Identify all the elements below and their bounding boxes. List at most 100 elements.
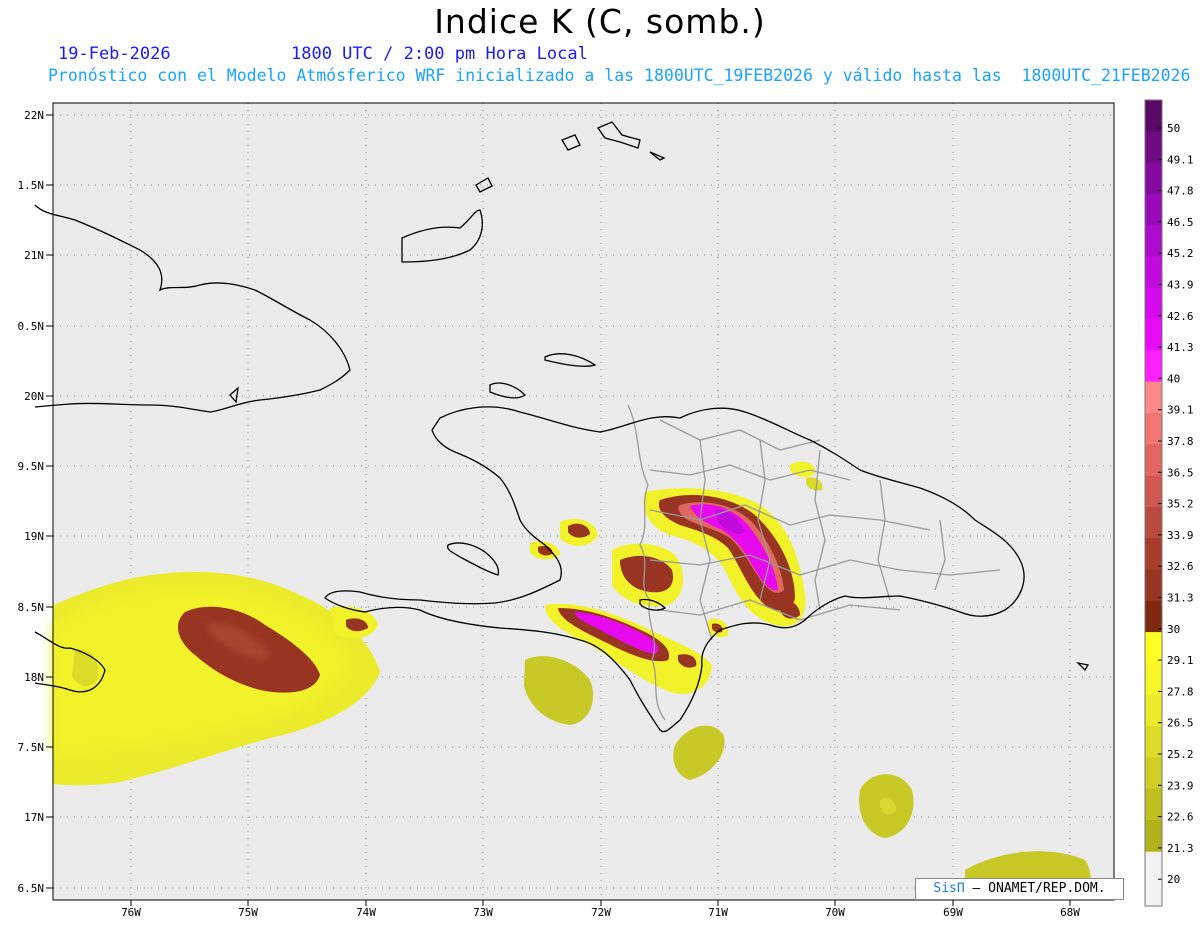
- offshore-blob-1: [524, 656, 594, 725]
- lat-tick-label: 18N: [24, 671, 44, 684]
- colorbar-swatch: [1145, 506, 1162, 539]
- lon-tick-label: 68W: [1060, 906, 1080, 919]
- colorbar-swatch: [1145, 287, 1162, 320]
- dr-core: [658, 495, 795, 611]
- lat-tick-label: 7.5N: [18, 741, 45, 754]
- tiburon-core: [346, 618, 368, 632]
- credit-brand: SisΠ: [933, 881, 965, 896]
- colorbar-label: 31.3: [1167, 592, 1194, 605]
- colorbar-label: 42.6: [1167, 310, 1194, 323]
- map-area: [53, 103, 1114, 900]
- date-label: 19-Feb-2026: [58, 44, 171, 64]
- lat-tick-label: 22N: [24, 109, 44, 122]
- colorbar-swatch: [1145, 444, 1162, 477]
- colorbar-label: 49.1: [1167, 153, 1194, 166]
- lon-tick-label: 75W: [238, 906, 258, 919]
- lat-tick-label: 6.5N: [18, 882, 45, 895]
- colorbar-label: 23.9: [1167, 779, 1194, 792]
- colorbar-label: 43.9: [1167, 279, 1194, 292]
- colorbar-swatch: [1145, 475, 1162, 508]
- colorbar-swatch: [1145, 131, 1162, 164]
- west-blob-mid: [53, 589, 350, 752]
- hispaniola-coast: [324, 406, 1025, 733]
- dr-peak: [690, 504, 778, 591]
- colorbar-label: 35.2: [1167, 498, 1194, 511]
- colorbar-label: 21.3: [1167, 842, 1194, 855]
- offshore-blob-3-inner: [880, 798, 896, 815]
- lon-tick-label: 72W: [591, 906, 611, 919]
- colorbar-swatch: [1145, 757, 1162, 790]
- east-small-patch-2: [806, 477, 823, 491]
- k-index-shading: [53, 461, 1091, 900]
- haiti-core-1: [568, 523, 590, 538]
- colorbar-label: 36.5: [1167, 466, 1194, 479]
- colorbar-swatch: [1145, 256, 1162, 289]
- west-blob-inner: [205, 622, 269, 660]
- colorbar-label: 40: [1167, 372, 1180, 385]
- colorbar-label: 29.1: [1167, 654, 1194, 667]
- central-west-core: [620, 555, 674, 593]
- lon-tick-label: 71W: [708, 906, 728, 919]
- colorbar-label: 37.8: [1167, 435, 1194, 448]
- colorbar-label: 25.2: [1167, 748, 1194, 761]
- lat-tick-label: 19N: [24, 530, 44, 543]
- lon-tick-label: 69W: [943, 906, 963, 919]
- cuba-coast: [34, 204, 351, 413]
- colorbar-label: 27.8: [1167, 685, 1194, 698]
- colorbar: 50 49.1 47.8 46.5 45.2 43.9 42.6 41.3 40 39.1 37.8…: [1144, 99, 1194, 907]
- colorbar-swatch: [1145, 319, 1162, 351]
- colorbar-swatch: [1145, 600, 1162, 633]
- province-borders: [627, 404, 1001, 721]
- colorbar-swatch: [1145, 413, 1162, 445]
- lat-tick-label: 21N: [24, 249, 44, 262]
- colorbar-label: 45.2: [1167, 247, 1194, 260]
- lat-tick-label: 8.5N: [18, 601, 45, 614]
- south-band-peak: [575, 612, 659, 654]
- latitude-labels: 22N 1.5N 21N 0.5N 20N 9.5N 19N 8.5N 18N 7.5N 17N 6.…: [18, 109, 53, 895]
- credit-box: SisΠ – ONAMET/REP.DOM.: [915, 878, 1124, 900]
- south-patch-core: [678, 654, 697, 668]
- lat-tick-label: 17N: [24, 811, 44, 824]
- dr-peak-2: [715, 509, 745, 535]
- colorbar-swatch: [1145, 788, 1162, 821]
- colorbar-swatch: [1145, 632, 1162, 664]
- colorbar-swatch: [1145, 569, 1162, 602]
- colorbar-label: 20: [1167, 873, 1180, 886]
- colorbar-swatch: [1145, 663, 1162, 696]
- colorbar-label: 30: [1167, 623, 1180, 636]
- lon-tick-label: 70W: [825, 906, 845, 919]
- coastlines: [34, 121, 1090, 733]
- credit-text: ONAMET/REP.DOM.: [980, 881, 1106, 896]
- colorbar-swatch: [1145, 819, 1162, 852]
- lat-tick-label: 0.5N: [18, 320, 45, 333]
- lat-tick-label: 20N: [24, 390, 44, 403]
- colorbar-label: 50: [1167, 122, 1180, 135]
- longitude-labels: 76W 75W 74W 73W 72W 71W 70W 69W 68W: [121, 900, 1080, 919]
- colorbar-swatch: [1145, 162, 1162, 195]
- jamaica-coast: [34, 631, 106, 693]
- colorbar-label: 26.5: [1167, 717, 1194, 730]
- colorbar-label: 32.6: [1167, 560, 1194, 573]
- colorbar-swatch: [1145, 538, 1162, 570]
- lat-tick-label: 1.5N: [18, 179, 45, 192]
- lon-tick-label: 73W: [473, 906, 493, 919]
- colorbar-swatch: [1145, 381, 1162, 414]
- colorbar-swatch: [1145, 726, 1162, 758]
- colorbar-outline: [1144, 99, 1163, 907]
- map-frame: [52, 102, 1115, 901]
- jamaica-patch: [72, 649, 99, 687]
- colorbar-swatch: [1145, 694, 1162, 727]
- colorbar-label: 33.9: [1167, 529, 1194, 542]
- colorbar-swatch: [1145, 225, 1162, 257]
- colorbar-swatch: [1145, 100, 1162, 132]
- lon-tick-label: 76W: [121, 906, 141, 919]
- colorbar-label: 47.8: [1167, 185, 1194, 198]
- colorbar-label: 22.6: [1167, 811, 1194, 824]
- subtitle: Pronóstico con el Modelo Atmósferico WRF…: [48, 66, 1191, 85]
- map-title: Indice K (C, somb.): [434, 2, 766, 41]
- colorbar-swatch: [1145, 350, 1162, 383]
- colorbar-label: 41.3: [1167, 341, 1194, 354]
- offshore-blob-2: [673, 725, 725, 780]
- colorbar-swatch: [1145, 193, 1162, 226]
